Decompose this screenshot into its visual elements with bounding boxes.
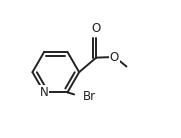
Text: O: O [110, 51, 119, 63]
Text: Br: Br [83, 90, 96, 103]
Text: N: N [40, 86, 49, 99]
Text: O: O [92, 22, 101, 34]
